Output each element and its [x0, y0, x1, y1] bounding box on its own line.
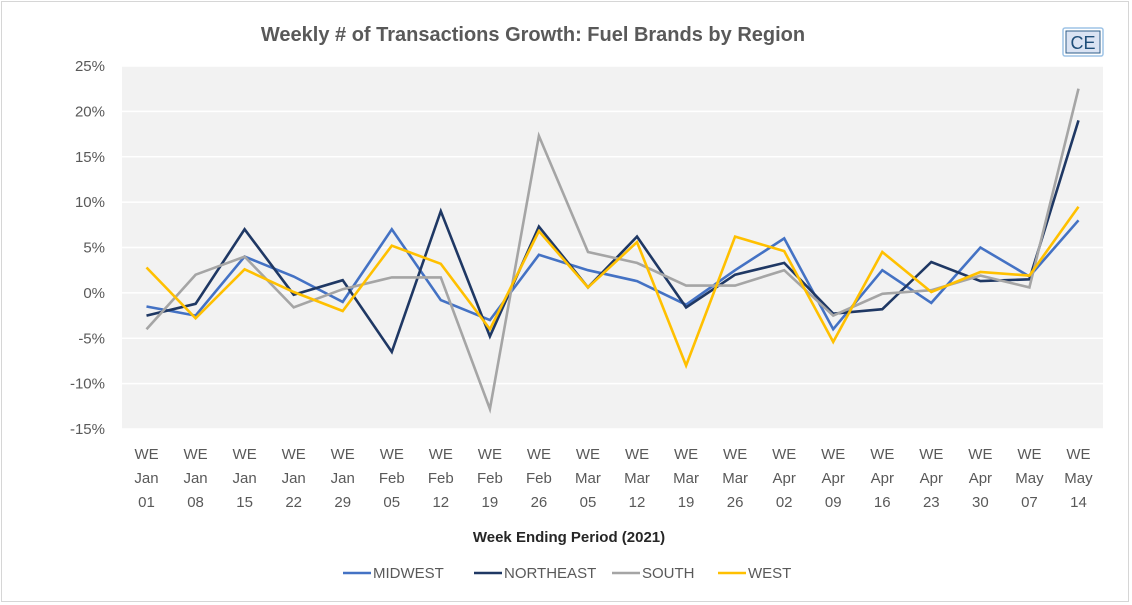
- legend-item-midwest: MIDWEST: [343, 565, 444, 582]
- x-tick-label: WE: [429, 446, 453, 463]
- legend-label: SOUTH: [642, 565, 695, 582]
- series-line-south: [145, 88, 1080, 414]
- x-tick-label: 05: [383, 494, 400, 511]
- x-tick-label: Jan: [282, 470, 306, 487]
- series-line-west: [145, 205, 1080, 370]
- x-tick-label: Jan: [134, 470, 158, 487]
- legend-item-south: SOUTH: [612, 565, 695, 582]
- x-tick-label: May: [1015, 470, 1044, 487]
- x-tick-label: 29: [334, 494, 351, 511]
- y-tick-label: -5%: [78, 330, 105, 347]
- x-tick-label: 08: [187, 494, 204, 511]
- x-tick-label: WE: [331, 446, 355, 463]
- brand-logo: CE: [1062, 27, 1104, 57]
- y-tick-label: 20%: [75, 103, 105, 120]
- x-tick-label: WE: [723, 446, 747, 463]
- x-tick-label: Apr: [871, 470, 894, 487]
- x-tick-label: 26: [531, 494, 548, 511]
- y-tick-label: -10%: [70, 376, 105, 393]
- y-tick-label: 25%: [75, 58, 105, 75]
- x-tick-label: 12: [432, 494, 449, 511]
- x-tick-label: 19: [678, 494, 695, 511]
- x-tick-label: WE: [1066, 446, 1090, 463]
- legend-label: WEST: [748, 565, 791, 582]
- x-tick-label: WE: [772, 446, 796, 463]
- x-tick-label: Apr: [822, 470, 845, 487]
- y-tick-label: 5%: [83, 240, 105, 257]
- series-line-northeast: [146, 120, 1080, 355]
- y-tick-label: 15%: [75, 149, 105, 166]
- x-tick-label: WE: [625, 446, 649, 463]
- x-tick-label: WE: [1017, 446, 1041, 463]
- x-tick-label: 07: [1021, 494, 1038, 511]
- x-tick-label: WE: [870, 446, 894, 463]
- gridlines: [122, 65, 1103, 430]
- x-tick-label: Apr: [773, 470, 796, 487]
- x-tick-label: 05: [580, 494, 597, 511]
- x-tick-label: Jan: [331, 470, 355, 487]
- x-tick-label: Jan: [233, 470, 257, 487]
- x-tick-label: 26: [727, 494, 744, 511]
- y-tick-label: -15%: [70, 421, 105, 438]
- x-tick-label: Mar: [722, 470, 748, 487]
- x-tick-label: May: [1064, 470, 1093, 487]
- x-tick-label: WE: [478, 446, 502, 463]
- logo-text: CE: [1070, 33, 1095, 53]
- x-tick-label: 02: [776, 494, 793, 511]
- x-tick-label: 09: [825, 494, 842, 511]
- x-tick-label: WE: [233, 446, 257, 463]
- x-tick-label: WE: [576, 446, 600, 463]
- x-axis-ticks: WE Jan 01 WE Jan 08 WE Jan 15 WE Jan 22 WE Jan 29 WE Feb…: [134, 446, 1093, 511]
- x-tick-label: Feb: [379, 470, 405, 487]
- series-line-midwest: [146, 219, 1080, 332]
- x-tick-label: 30: [972, 494, 989, 511]
- legend-label: NORTHEAST: [504, 565, 596, 582]
- x-tick-label: Mar: [575, 470, 601, 487]
- x-tick-label: Jan: [183, 470, 207, 487]
- x-tick-label: 16: [874, 494, 891, 511]
- x-tick-label: WE: [282, 446, 306, 463]
- y-tick-label: 0%: [83, 285, 105, 302]
- legend: MIDWEST NORTHEAST SOUTH WEST: [343, 565, 791, 582]
- x-tick-label: Feb: [526, 470, 552, 487]
- x-tick-label: Mar: [673, 470, 699, 487]
- y-axis-ticks: 25% 20% 15% 10% 5% 0% -5% -10% -15%: [70, 58, 105, 438]
- series-lines: [145, 88, 1080, 414]
- x-tick-label: 12: [629, 494, 646, 511]
- x-tick-label: 22: [285, 494, 302, 511]
- x-tick-label: WE: [183, 446, 207, 463]
- x-tick-label: WE: [968, 446, 992, 463]
- x-tick-label: WE: [527, 446, 551, 463]
- x-tick-label: 01: [138, 494, 155, 511]
- x-tick-label: WE: [134, 446, 158, 463]
- x-tick-label: Feb: [428, 470, 454, 487]
- x-tick-label: WE: [919, 446, 943, 463]
- x-tick-label: 15: [236, 494, 253, 511]
- x-tick-label: 14: [1070, 494, 1087, 511]
- x-tick-label: WE: [821, 446, 845, 463]
- legend-item-northeast: NORTHEAST: [474, 565, 596, 582]
- x-tick-label: 23: [923, 494, 940, 511]
- x-tick-label: Apr: [920, 470, 943, 487]
- x-tick-label: Feb: [477, 470, 503, 487]
- x-tick-label: WE: [674, 446, 698, 463]
- x-tick-label: 19: [482, 494, 499, 511]
- x-tick-label: Apr: [969, 470, 992, 487]
- x-axis-title: Week Ending Period (2021): [473, 529, 665, 546]
- chart-title: Weekly # of Transactions Growth: Fuel Br…: [261, 24, 805, 46]
- legend-item-west: WEST: [718, 565, 791, 582]
- x-tick-label: Mar: [624, 470, 650, 487]
- x-tick-label: WE: [380, 446, 404, 463]
- legend-label: MIDWEST: [373, 565, 444, 582]
- y-tick-label: 10%: [75, 194, 105, 211]
